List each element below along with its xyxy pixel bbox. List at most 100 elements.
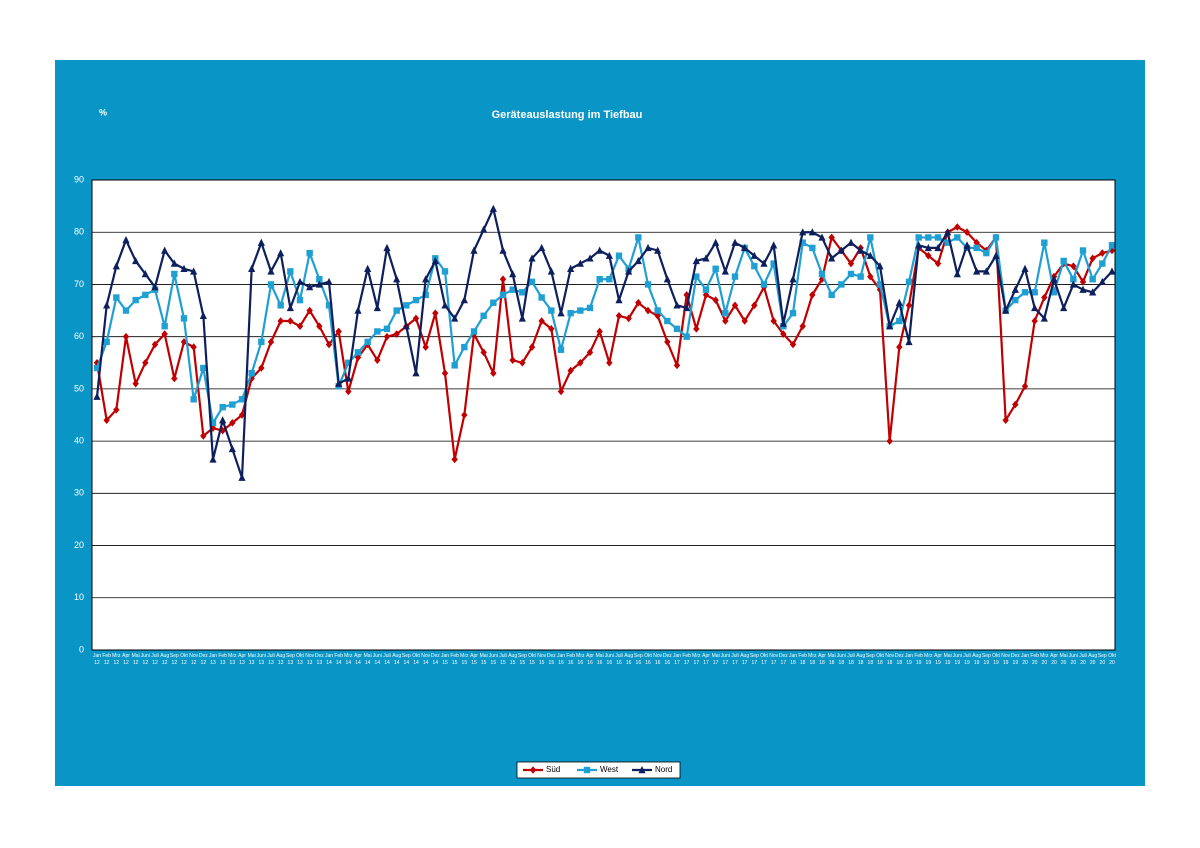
x-tick-label: Jan 13 <box>209 653 217 666</box>
data-point <box>963 241 971 249</box>
data-point <box>837 246 845 254</box>
data-point <box>258 338 265 346</box>
data-point <box>122 307 130 314</box>
data-point <box>983 249 990 257</box>
data-point <box>431 256 439 265</box>
data-point <box>286 303 294 312</box>
data-point <box>1050 275 1058 283</box>
x-tick-label: Aug 17 <box>740 653 749 666</box>
data-point <box>132 256 140 265</box>
data-point <box>200 364 207 372</box>
data-point <box>228 444 236 453</box>
y-tick-label: 50 <box>74 383 84 393</box>
x-tick-label: Dez 13 <box>315 653 324 666</box>
x-tick-label: Feb 16 <box>566 653 575 666</box>
data-point <box>799 228 807 236</box>
data-point <box>693 273 700 280</box>
data-point <box>480 312 487 319</box>
data-point <box>731 238 739 246</box>
series-line <box>95 207 1113 479</box>
data-point <box>750 251 758 259</box>
x-tick-label: Dez 19 <box>1011 653 1020 666</box>
x-tick-label: Juni 13 <box>257 653 266 666</box>
x-tick-label: Apr 15 <box>470 653 478 666</box>
data-point <box>1021 264 1029 272</box>
y-tick-label: 90 <box>74 174 84 184</box>
x-tick-label: Aug 19 <box>972 653 981 666</box>
x-tick-label: Jan 17 <box>673 653 681 666</box>
data-point <box>760 259 768 267</box>
data-point <box>548 307 555 314</box>
x-tick-label: Apr 20 <box>1050 653 1058 666</box>
x-tick-label: Jan 14 <box>325 653 333 666</box>
data-point <box>828 233 835 242</box>
data-point <box>180 315 188 322</box>
data-point <box>838 281 845 288</box>
data-point <box>876 262 884 270</box>
x-tick-label: Nov 13 <box>305 653 314 666</box>
data-point <box>451 455 458 464</box>
x-tick-label: Dez 17 <box>779 653 788 666</box>
data-point <box>925 234 932 241</box>
data-point <box>335 379 343 387</box>
data-point <box>422 343 429 351</box>
x-tick-label: Okt 14 <box>412 653 420 666</box>
data-point <box>934 259 942 268</box>
data-point <box>751 301 758 310</box>
data-point <box>277 302 284 309</box>
data-point <box>132 296 139 304</box>
data-point <box>683 333 690 340</box>
data-point <box>112 262 120 270</box>
data-point <box>789 275 797 283</box>
data-point <box>809 291 816 299</box>
data-point <box>315 280 323 288</box>
x-tick-label: Okt 17 <box>760 653 768 666</box>
data-point <box>238 411 246 419</box>
x-tick-label: Mai 16 <box>596 653 604 666</box>
data-point <box>1031 303 1039 312</box>
data-point <box>596 276 603 283</box>
data-point <box>248 370 255 377</box>
data-point <box>1031 289 1038 296</box>
x-tick-label: Jan 18 <box>789 653 797 666</box>
x-tick-label: Nov 15 <box>537 653 546 666</box>
data-point <box>180 264 188 272</box>
data-point <box>161 330 168 338</box>
data-point <box>490 369 497 378</box>
data-point <box>171 270 178 278</box>
x-tick-label: Mrz 16 <box>576 653 585 666</box>
data-point <box>683 291 690 299</box>
data-point <box>605 251 613 259</box>
data-point <box>954 234 961 241</box>
data-point <box>306 249 313 257</box>
data-point <box>345 359 352 366</box>
data-point <box>238 473 246 481</box>
data-point <box>615 311 623 320</box>
data-point <box>441 369 449 378</box>
data-point <box>770 241 778 249</box>
data-point <box>915 241 923 249</box>
data-point <box>538 317 545 325</box>
data-point <box>867 234 874 241</box>
data-point <box>422 275 430 283</box>
y-tick-label: 60 <box>74 331 84 341</box>
data-point <box>1041 293 1048 302</box>
data-point <box>944 228 952 236</box>
data-point <box>509 356 516 364</box>
data-point <box>828 254 836 262</box>
data-point <box>1079 247 1087 254</box>
data-point <box>799 239 806 246</box>
data-point <box>402 322 410 330</box>
data-point <box>1060 257 1067 265</box>
y-axis-label: % <box>99 107 107 117</box>
data-point <box>760 281 768 288</box>
data-point <box>635 298 642 307</box>
x-tick-label: Mai 19 <box>944 653 952 666</box>
data-point <box>441 268 449 275</box>
x-tick-label: Feb 14 <box>334 653 343 666</box>
data-point <box>1089 276 1096 283</box>
data-point <box>1079 278 1087 286</box>
data-point <box>702 254 710 262</box>
data-point <box>151 340 159 349</box>
